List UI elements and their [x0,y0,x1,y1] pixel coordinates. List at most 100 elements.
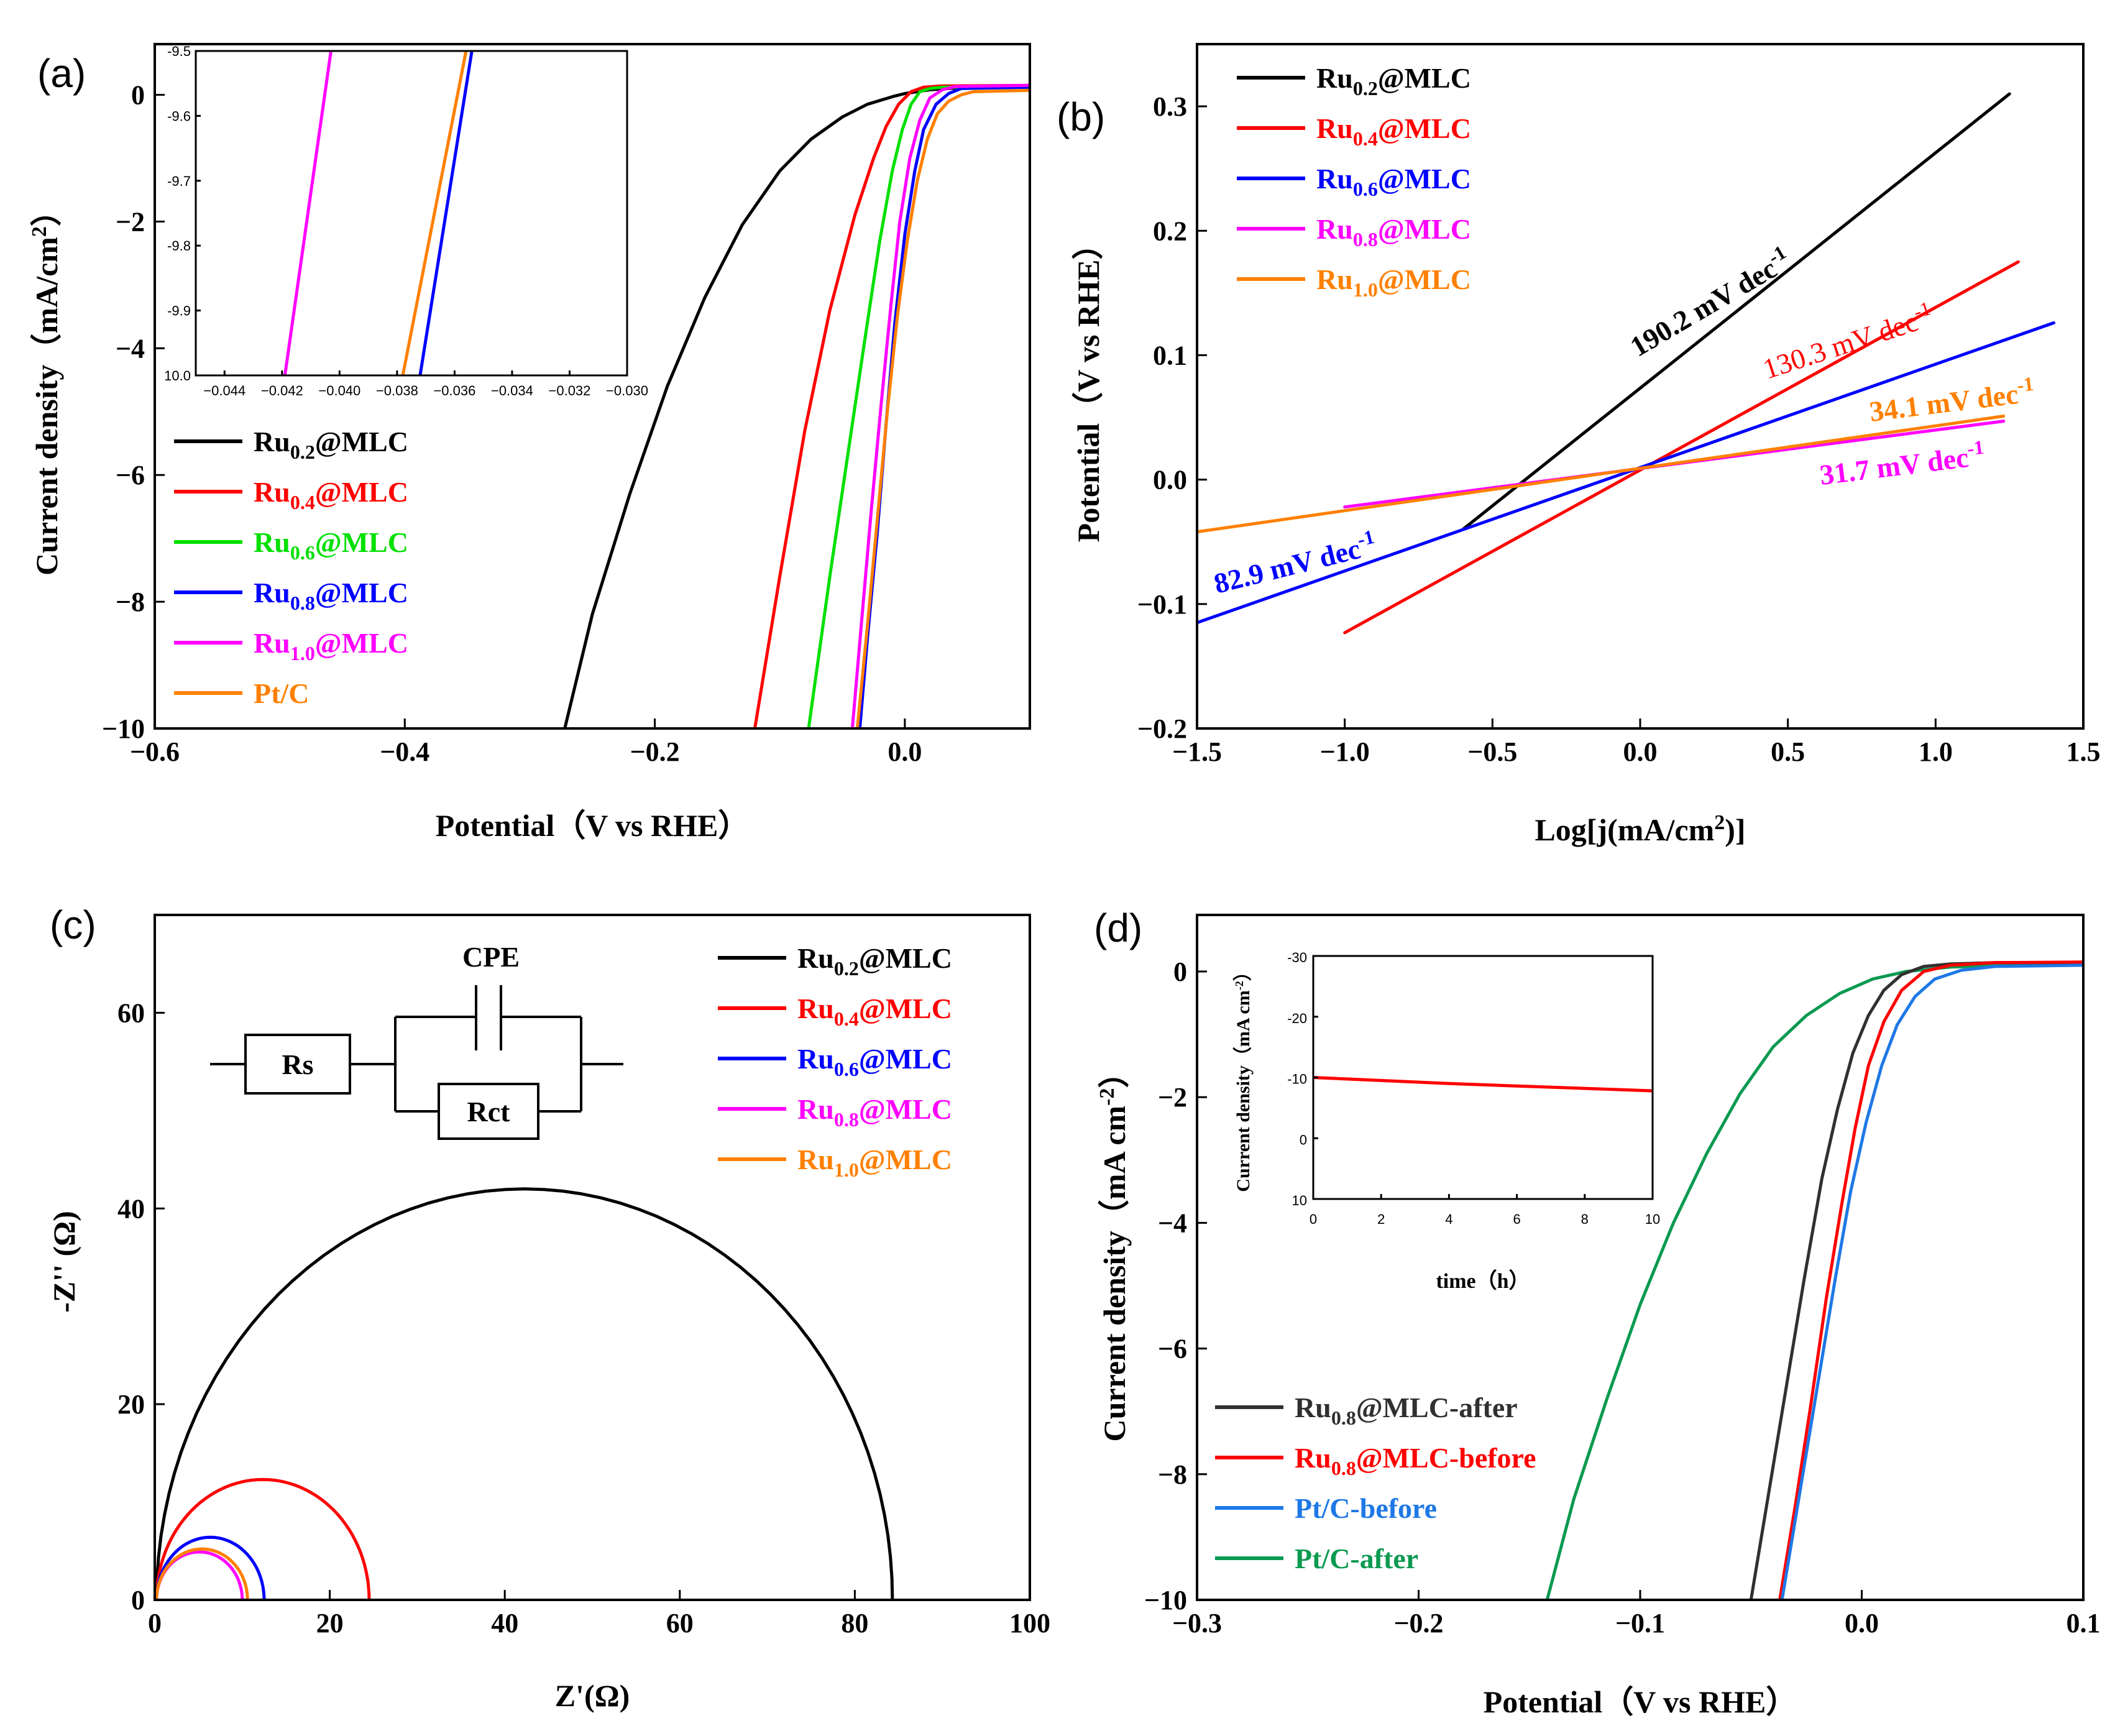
panel-a-xtick-label-2: −0.2 [630,737,680,767]
panel-a-inset-ytick-label-1: -9.6 [167,108,191,124]
panel-d-inset-ytick-label-4: 10 [1292,1193,1307,1208]
panel-c-legend-label-4: Ru1.0@MLC [797,1144,952,1181]
panel-a-xlabel: Potential（V vs RHE） [436,808,750,843]
panel-c-xtick-label-2: 40 [491,1608,518,1638]
panel-d-series-pt-c-before [1780,963,2083,1600]
panel-a-inset-xtick-label-5: −0.034 [491,383,533,398]
panel-d-legend-label-1: Ru0.8@MLC-before [1295,1442,1536,1479]
panel-b-legend-label-3: Ru0.8@MLC [1316,213,1471,250]
panel-c-ytick-label-2: 40 [117,1193,145,1224]
panel-d-legend-label-2: Pt/C-before [1295,1492,1437,1524]
panel-b-label: (b) [1057,94,1105,139]
panel-b-xtick-label-2: −0.5 [1467,737,1517,767]
panel-d-series-ru0-8-mlc-before [1778,960,2083,1600]
panel-a-inset-ytick-label-4: -9.9 [167,303,191,319]
panel-b-legend-label-4: Ru1.0@MLC [1316,264,1471,301]
panel-a-legend-label-5: Pt/C [254,677,309,709]
panel-c-ytick-label-3: 60 [117,998,145,1028]
panel-b: (b) −1.5 −1.0 −0.5 0.0 0.5 1.0 1.5 0.3 0.2 0.1 0.0… [1057,43,2101,847]
panel-d-ytick-label-0: 0 [1173,957,1187,987]
panel-d-inset-xtick-label-4: 8 [1581,1211,1589,1227]
panel-a-ytick-label-2: −4 [116,333,145,364]
panel-c-xtick-label-5: 100 [1009,1608,1050,1638]
panel-a-inset-xtick-label-6: −0.032 [549,383,591,398]
panel-d-xtick-label-2: −0.1 [1615,1608,1665,1638]
panel-c-legend-label-3: Ru0.8@MLC [797,1093,952,1131]
panel-b-ytick-label-5: −0.2 [1137,714,1187,744]
panel-a-ytick-label-1: −2 [116,206,145,237]
panel-a-legend-label-0: Ru0.2@MLC [254,426,408,463]
panel-d-ylabel: Current density（mA cm-2） [1096,1057,1132,1441]
panel-a-curves [563,83,1030,728]
panel-d-inset-bg [1313,956,1653,1199]
panel-b-curves [1197,92,2055,635]
panel-b-xtick-label-4: 0.5 [1771,737,1805,767]
panel-a-inset-lines [283,51,474,375]
panel-c-legend: Ru0.2@MLC Ru0.4@MLC Ru0.6@MLC Ru0.8@MLC Ru1.… [718,942,952,1181]
panel-d-legend: Ru0.8@MLC-after Ru0.8@MLC-before Pt/C-befo… [1215,1392,1536,1574]
panel-c-xtick-label-4: 80 [841,1608,868,1638]
equivalent-circuit [210,985,623,1140]
panel-b-xtick-label-1: −1.0 [1320,737,1370,767]
panel-a-ytick-label-3: −6 [116,460,145,490]
panel-a-inset-xtick-label-1: −0.042 [261,383,303,398]
panel-a-inset-ytick-label-2: -9.7 [167,173,191,189]
panel-a-ticks: −0.6 −0.4 −0.2 0.0 0 −2 −4 −6 −8 −10 [102,80,922,767]
panel-d-inset-xtick-label-1: 2 [1377,1211,1385,1227]
panel-d-legend-label-3: Pt/C-after [1295,1543,1418,1574]
panel-d-inset-ytick-label-2: -10 [1287,1072,1307,1087]
panel-d-legend-label-0: Ru0.8@MLC-after [1295,1392,1518,1429]
panel-d-ytick-label-3: −6 [1158,1334,1187,1364]
panel-a-inset-xtick-label-0: −0.044 [203,383,245,398]
panel-d-curves [1545,960,2083,1600]
panel-a-legend-label-4: Ru1.0@MLC [254,627,408,664]
panel-b-xtick-label-3: 0.0 [1623,737,1658,767]
panel-b-ticks: −1.5 −1.0 −0.5 0.0 0.5 1.0 1.5 0.3 0.2 0.1 0.0 −0.1… [1137,91,2101,767]
panel-a-inset-xtick-label-4: −0.036 [433,383,475,398]
slope-annotation-ru02: 190.2 mV dec-1 [1623,241,1796,362]
panel-d-inset-ylabel: Current density（mA cm-2） [1232,962,1254,1192]
panel-c-ylabel: -Z'' (Ω) [47,1211,81,1313]
panel-d-inset-ytick-label-0: -30 [1287,950,1307,965]
panel-b-legend-label-0: Ru0.2@MLC [1316,62,1471,99]
panel-c-legend-label-0: Ru0.2@MLC [797,942,952,980]
panel-a-inset-frame [195,50,628,377]
panel-c-series-ru0-4-mlc [155,1477,371,1600]
panel-a-inset-series-ru1-0-mlc [283,51,333,375]
panel-c-ticks: 0 20 40 60 80 100 0 20 40 60 [117,998,1050,1638]
panel-a-inset-series-ru0-8-mlc [418,51,474,375]
panel-c-ytick-label-0: 0 [131,1585,145,1615]
panel-b-ytick-label-4: −0.1 [1137,589,1187,620]
panel-a-series-ru0-8-mlc [858,85,1030,728]
panel-d-inset-xtick-label-5: 10 [1645,1211,1660,1227]
panel-a-series-ru1-0-mlc [850,83,1030,728]
panel-d-ytick-label-4: −8 [1158,1459,1187,1490]
panel-d-inset-xtick-label-3: 6 [1513,1211,1520,1227]
panel-b-xtick-label-0: −1.5 [1172,737,1222,767]
panel-d-xtick-label-1: −0.2 [1393,1608,1443,1638]
panel-b-xtick-label-5: 1.0 [1919,737,1953,767]
panel-a-ytick-label-0: 0 [131,80,145,111]
panel-a-legend-label-1: Ru0.4@MLC [254,476,408,513]
panel-a-series-ru0-6-mlc [807,85,1030,728]
panel-d-xlabel: Potential（V vs RHE） [1484,1684,1797,1719]
panel-b-ytick-label-0: 0.3 [1153,91,1187,122]
panel-d-ytick-label-1: −2 [1158,1082,1187,1113]
panel-a-frame [154,43,1031,730]
slope-annotation-ru08: 31.7 mV dec-1 [1817,436,1986,491]
panel-d-series-ru0-8-mlc-after [1749,961,2083,1600]
panel-c-xlabel: Z'(Ω) [555,1678,630,1713]
panel-c-xtick-label-1: 20 [316,1608,344,1638]
panel-a: (a) −0.6 −0.4 −0.2 0.0 0 −2 −4 −6 −8 −10 Potentia… [28,43,1031,843]
panel-d-inset-xtick-label-0: 0 [1310,1211,1317,1227]
panel-c-xtick-label-3: 60 [666,1608,694,1638]
panel-d-xtick-label-4: 0.1 [2067,1608,2101,1638]
panel-d-inset-ytick-label-3: 0 [1300,1132,1307,1147]
panel-b-series-ru0-2-mlc [1461,92,2011,531]
panel-a-xtick-label-3: 0.0 [888,737,922,767]
panel-d-ytick-label-2: −4 [1158,1208,1187,1238]
panel-a-inset-ytick-label-3: -9.8 [167,238,191,254]
panel-c: (c) 0 20 40 60 80 100 0 20 40 60 Z'(Ω) -Z'' (Ω) C… [47,902,1050,1713]
panel-b-legend-label-2: Ru0.6@MLC [1316,163,1471,200]
panel-b-legend-label-1: Ru0.4@MLC [1316,113,1471,150]
